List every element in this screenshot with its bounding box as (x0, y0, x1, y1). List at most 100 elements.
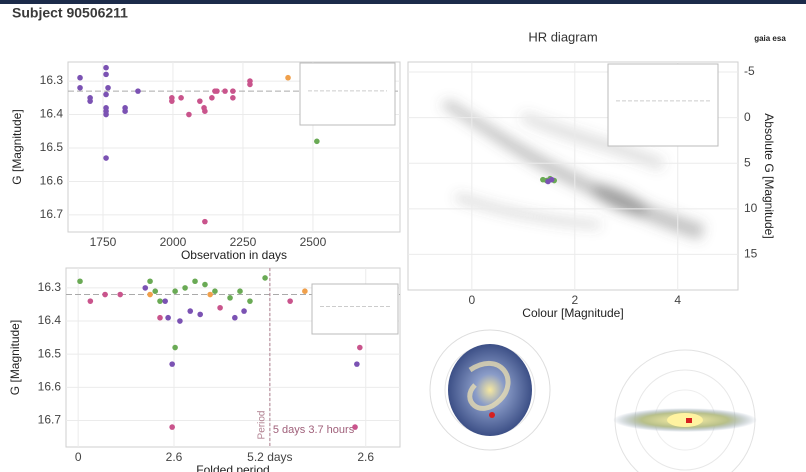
data-point (549, 177, 555, 183)
data-point (103, 72, 109, 78)
data-point (207, 292, 213, 298)
y-axis-label: G [Magnitude] (10, 109, 24, 184)
data-point (147, 278, 153, 284)
data-point (230, 88, 236, 94)
y-tick-label: 16.7 (38, 413, 62, 427)
x-tick-label: 5.2 days (247, 450, 292, 464)
data-point (172, 288, 178, 294)
x-tick-label: 2 (571, 293, 578, 307)
galaxy-edge-on (613, 350, 757, 472)
galaxy-face-on (430, 330, 550, 450)
y-tick-label: 16.3 (38, 280, 62, 294)
y-tick-label: 15 (744, 247, 758, 261)
y-tick-label: 16.4 (38, 313, 62, 327)
data-point (147, 292, 153, 298)
data-point (169, 424, 175, 430)
page: Subject 90506211 gaia esa 17502000225025… (0, 0, 806, 472)
data-point (247, 298, 253, 304)
x-tick-label: 2500 (300, 235, 327, 249)
data-point (186, 112, 192, 118)
data-point (88, 298, 94, 304)
data-point (202, 219, 208, 225)
x-tick-label: 2.6 (357, 450, 374, 464)
y-tick-label: 16.6 (38, 380, 62, 394)
data-point (241, 308, 247, 314)
data-point (165, 315, 171, 321)
x-axis-label: Colour [Magnitude] (522, 306, 623, 320)
x-tick-label: 4 (674, 293, 681, 307)
y-axis-label: Absolute G [Magnitude] (762, 113, 776, 238)
data-point (172, 345, 178, 351)
data-point (192, 278, 198, 284)
y-tick-label: 5 (744, 155, 751, 169)
inset-panel (608, 64, 718, 146)
x-tick-label: 0 (75, 450, 82, 464)
data-point (103, 65, 109, 71)
data-point (197, 98, 203, 104)
data-point (157, 315, 163, 321)
data-point (202, 108, 208, 114)
data-point (247, 82, 253, 88)
data-point (103, 155, 109, 161)
data-point (117, 292, 123, 298)
data-point (162, 298, 168, 304)
data-point (314, 139, 320, 145)
data-point (177, 318, 183, 324)
y-tick-label: 16.5 (38, 346, 62, 360)
data-point (222, 88, 228, 94)
data-point (77, 85, 83, 91)
data-point (105, 85, 111, 91)
data-point (232, 315, 238, 321)
data-point (209, 95, 215, 101)
x-tick-label: 2.6 (166, 450, 183, 464)
data-point (157, 298, 163, 304)
data-point (178, 95, 184, 101)
top-bar (0, 0, 806, 4)
data-point (142, 285, 148, 291)
y-tick-label: 16.6 (40, 174, 64, 188)
y-tick-label: 10 (744, 201, 758, 215)
data-point (237, 288, 243, 294)
x-tick-label: 2250 (230, 235, 257, 249)
y-tick-label: 16.4 (40, 107, 64, 121)
data-point (169, 98, 175, 104)
subject-title: Subject 90506211 (12, 5, 128, 21)
data-point (197, 312, 203, 318)
data-point (77, 278, 83, 284)
data-point (354, 361, 360, 367)
data-point (169, 361, 175, 367)
data-point (122, 108, 128, 114)
data-point (77, 75, 83, 81)
data-point (87, 98, 93, 104)
inset-panel (300, 63, 395, 125)
data-point (352, 424, 358, 430)
y-tick-label: 16.7 (40, 207, 64, 221)
x-tick-label: 0 (468, 293, 475, 307)
inset-panel (312, 284, 398, 334)
data-point (285, 75, 291, 81)
data-point (182, 285, 188, 291)
data-point (187, 308, 193, 314)
chart-title: HR diagram (528, 29, 597, 44)
data-point (102, 292, 108, 298)
data-point (217, 305, 223, 311)
data-point (135, 88, 141, 94)
period-label: Period (257, 411, 268, 440)
data-point (214, 88, 220, 94)
y-tick-label: 16.3 (40, 73, 64, 87)
y-tick-label: 0 (744, 110, 751, 124)
data-point (262, 275, 268, 281)
period-annotation: 5 days 3.7 hours (273, 424, 355, 436)
data-point (103, 92, 109, 98)
logo: gaia esa (754, 34, 786, 43)
data-point (202, 282, 208, 288)
data-point (230, 95, 236, 101)
data-point (103, 112, 109, 118)
x-tick-label: 2000 (160, 235, 187, 249)
y-tick-label: -5 (744, 64, 755, 78)
y-axis-label: G [Magnitude] (8, 320, 22, 395)
data-point (287, 298, 293, 304)
data-point (212, 288, 218, 294)
data-point (302, 288, 308, 294)
x-tick-label: 1750 (90, 235, 117, 249)
